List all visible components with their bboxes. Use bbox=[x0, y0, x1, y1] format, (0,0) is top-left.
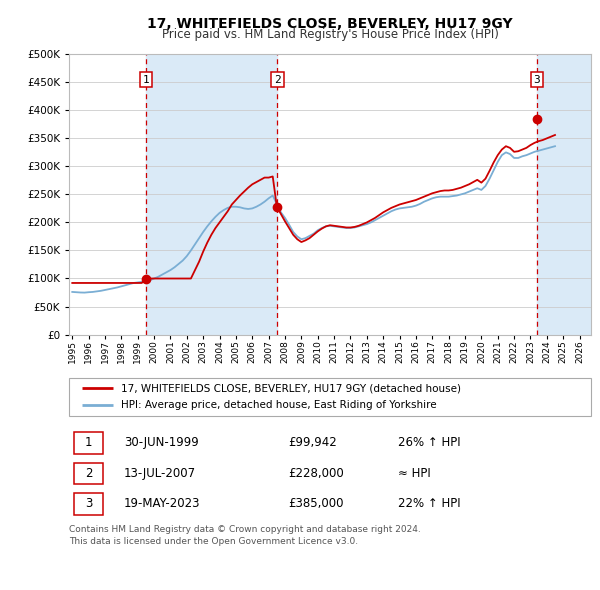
FancyBboxPatch shape bbox=[74, 432, 103, 454]
Text: 22% ↑ HPI: 22% ↑ HPI bbox=[398, 497, 460, 510]
Text: £385,000: £385,000 bbox=[288, 497, 344, 510]
Text: 17, WHITEFIELDS CLOSE, BEVERLEY, HU17 9GY (detached house): 17, WHITEFIELDS CLOSE, BEVERLEY, HU17 9G… bbox=[121, 384, 461, 394]
FancyBboxPatch shape bbox=[69, 378, 591, 416]
Bar bbox=[536, 54, 591, 335]
Text: Price paid vs. HM Land Registry's House Price Index (HPI): Price paid vs. HM Land Registry's House … bbox=[161, 28, 499, 41]
Text: 3: 3 bbox=[533, 74, 540, 84]
Text: 13-JUL-2007: 13-JUL-2007 bbox=[124, 467, 196, 480]
Text: 17, WHITEFIELDS CLOSE, BEVERLEY, HU17 9GY: 17, WHITEFIELDS CLOSE, BEVERLEY, HU17 9G… bbox=[147, 17, 513, 31]
Bar bbox=[146, 54, 277, 335]
Text: 1: 1 bbox=[85, 437, 92, 450]
Text: 26% ↑ HPI: 26% ↑ HPI bbox=[398, 437, 460, 450]
Text: 30-JUN-1999: 30-JUN-1999 bbox=[124, 437, 199, 450]
Text: ≈ HPI: ≈ HPI bbox=[398, 467, 431, 480]
Text: HPI: Average price, detached house, East Riding of Yorkshire: HPI: Average price, detached house, East… bbox=[121, 400, 437, 410]
FancyBboxPatch shape bbox=[74, 463, 103, 484]
Text: 2: 2 bbox=[274, 74, 281, 84]
Text: £228,000: £228,000 bbox=[288, 467, 344, 480]
Text: Contains HM Land Registry data © Crown copyright and database right 2024.
This d: Contains HM Land Registry data © Crown c… bbox=[69, 525, 421, 546]
Text: 3: 3 bbox=[85, 497, 92, 510]
Text: 2: 2 bbox=[85, 467, 92, 480]
Text: £99,942: £99,942 bbox=[288, 437, 337, 450]
FancyBboxPatch shape bbox=[74, 493, 103, 515]
Text: 19-MAY-2023: 19-MAY-2023 bbox=[124, 497, 200, 510]
Text: 1: 1 bbox=[143, 74, 149, 84]
